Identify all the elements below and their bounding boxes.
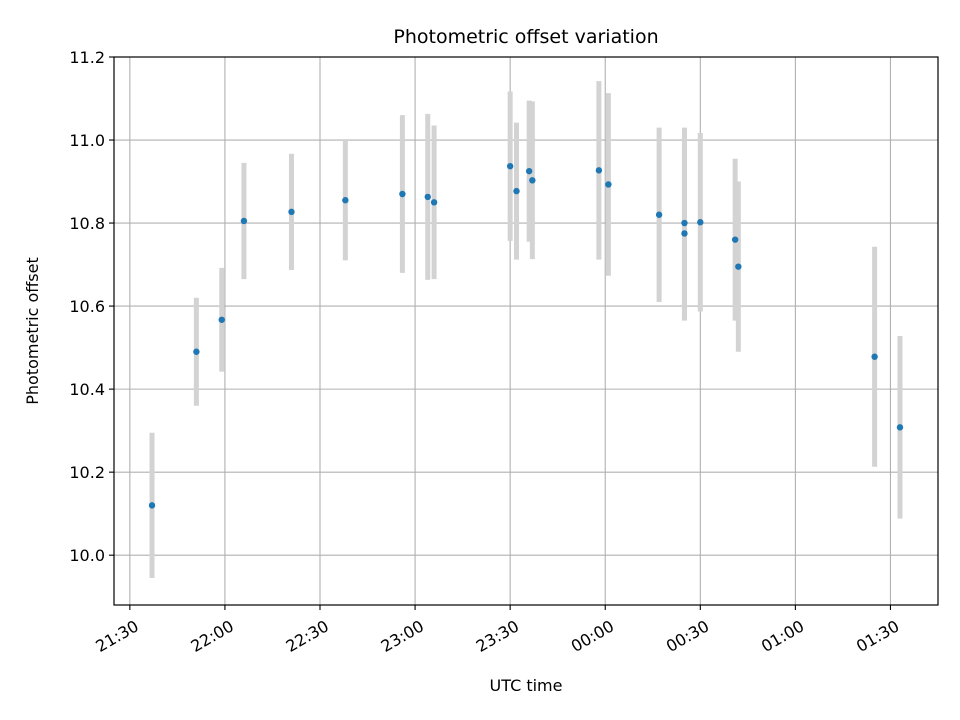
grid [114,56,938,605]
data-point [342,197,349,204]
data-point [605,181,612,188]
y-tick-label: 10.0 [69,546,105,565]
plot-frame [113,56,939,606]
data-point [288,208,295,216]
chart-title: Photometric offset variation [393,26,658,48]
data-point [513,187,520,195]
data-point [430,199,438,206]
data-point [655,211,663,218]
x-axis-label: UTC time [490,676,563,695]
data-point [529,177,536,184]
data-point [681,219,688,227]
y-axis-label: Photometric offset [23,257,42,405]
y-tick-label: 11.0 [69,131,105,150]
data-point [697,219,704,226]
y-tick-label: 10.8 [69,214,105,233]
data-point [218,316,225,323]
y-tick-label: 10.4 [69,380,105,399]
data-point [896,424,904,431]
data-point [871,353,878,360]
data-point [735,263,742,270]
data-point [681,230,688,237]
y-axis: 10.0 10.2 10.4 10.6 10.8 11.0 11.2 [69,48,114,565]
data-point [424,193,431,201]
data-point [399,190,406,198]
data-point [506,162,514,170]
data-point [240,217,248,225]
y-tick-label: 10.2 [69,463,105,482]
markers [148,162,904,509]
data-point [595,167,603,174]
plot-background [114,57,938,605]
data-point [148,502,156,509]
y-tick-label: 11.2 [69,48,105,67]
data-point [731,236,739,243]
data-point [525,167,533,175]
y-tick-label: 10.6 [69,297,105,316]
data-point [193,348,200,355]
